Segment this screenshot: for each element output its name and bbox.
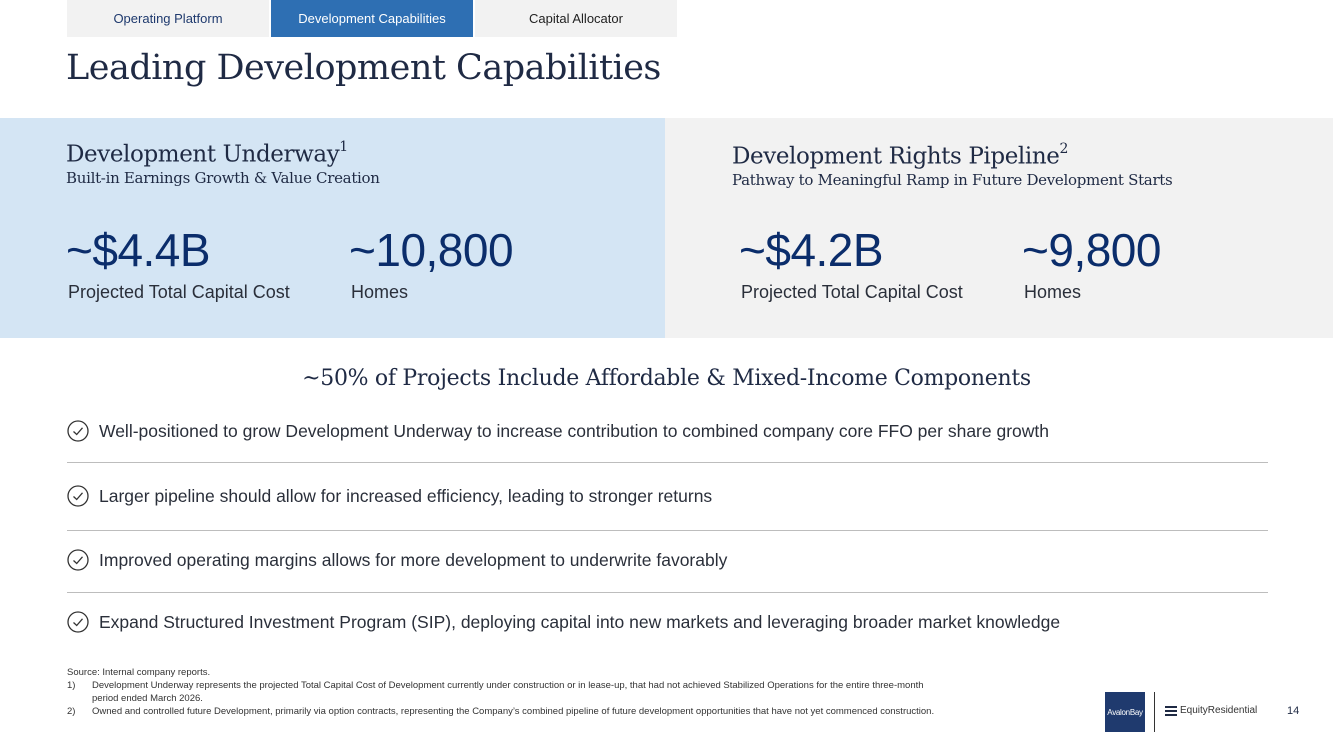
- check-circle-icon: [67, 611, 89, 633]
- metric-label: Projected Total Capital Cost: [68, 282, 290, 302]
- check-circle-icon: [67, 485, 89, 507]
- footnote-text: Development Underway represents the proj…: [92, 680, 924, 704]
- metric-value: ~$4.4B: [66, 224, 211, 276]
- metric-label: Homes: [1024, 282, 1082, 302]
- footnote-number: 2): [67, 706, 76, 717]
- equity-logo-text: EquityResidential: [1180, 705, 1258, 716]
- affordable-callout: ~50% of Projects Include Affordable & Mi…: [302, 366, 1031, 391]
- metric-value: ~$4.2B: [739, 224, 884, 276]
- panel-title: Development Rights Pipeline2: [732, 141, 1068, 170]
- tab-operating-platform[interactable]: Operating Platform: [67, 0, 269, 37]
- footnote-ref: 1: [339, 139, 348, 155]
- divider: [67, 462, 1268, 463]
- tab-bar: Operating Platform Development Capabilit…: [67, 0, 677, 37]
- footnote: 1) Development Underway represents the p…: [67, 679, 947, 705]
- check-circle-icon: [67, 549, 89, 571]
- equity-bars-icon: [1165, 705, 1177, 716]
- footnote-ref: 2: [1059, 141, 1068, 157]
- footnote-text: Owned and controlled future Development,…: [92, 706, 935, 717]
- panel-title-text: Development Rights Pipeline: [732, 143, 1060, 170]
- development-underway-panel: Development Underway1 Built-in Earnings …: [0, 118, 665, 338]
- metric-value: ~9,800: [1022, 224, 1161, 276]
- page-number: 14: [1287, 705, 1300, 717]
- panel-subtitle: Built-in Earnings Growth & Value Creatio…: [66, 169, 380, 187]
- list-item: Improved operating margins allows for mo…: [67, 549, 1268, 571]
- bullet-text: Improved operating margins allows for mo…: [99, 549, 728, 570]
- avalonbay-logo-text: AvalonBay: [1107, 707, 1143, 717]
- metric-homes: ~10,800 Homes: [349, 224, 514, 303]
- avalonbay-logo: AvalonBay: [1105, 692, 1145, 732]
- panel-title: Development Underway1: [66, 139, 348, 168]
- metric-value: ~10,800: [349, 224, 514, 276]
- panel-title-text: Development Underway: [66, 141, 340, 168]
- list-item: Well-positioned to grow Development Unde…: [67, 420, 1268, 442]
- source-note: Source: Internal company reports.: [67, 667, 211, 678]
- footnote: 2) Owned and controlled future Developme…: [67, 705, 947, 718]
- tab-capital-allocator[interactable]: Capital Allocator: [475, 0, 677, 37]
- metric-label: Projected Total Capital Cost: [741, 282, 963, 302]
- divider: [67, 530, 1268, 531]
- metric-homes: ~9,800 Homes: [1022, 224, 1161, 303]
- footnotes: Source: Internal company reports. 1) Dev…: [67, 666, 947, 718]
- footnote-number: 1): [67, 680, 76, 691]
- development-rights-panel: Development Rights Pipeline2 Pathway to …: [665, 118, 1333, 338]
- list-item: Larger pipeline should allow for increas…: [67, 485, 1268, 507]
- list-item: Expand Structured Investment Program (SI…: [67, 611, 1268, 633]
- bullet-text: Larger pipeline should allow for increas…: [99, 485, 713, 506]
- equity-residential-logo: EquityResidential: [1165, 705, 1257, 716]
- logo-divider: [1154, 692, 1155, 732]
- tab-development-capabilities[interactable]: Development Capabilities: [271, 0, 473, 37]
- metric-capital-cost: ~$4.2B Projected Total Capital Cost: [739, 224, 963, 303]
- page-title: Leading Development Capabilities: [66, 48, 661, 88]
- check-circle-icon: [67, 420, 89, 442]
- divider: [67, 592, 1268, 593]
- metric-label: Homes: [351, 282, 409, 302]
- panel-subtitle: Pathway to Meaningful Ramp in Future Dev…: [732, 171, 1173, 189]
- bullet-text: Expand Structured Investment Program (SI…: [99, 611, 1061, 632]
- bullet-text: Well-positioned to grow Development Unde…: [99, 420, 1049, 441]
- metric-capital-cost: ~$4.4B Projected Total Capital Cost: [66, 224, 290, 303]
